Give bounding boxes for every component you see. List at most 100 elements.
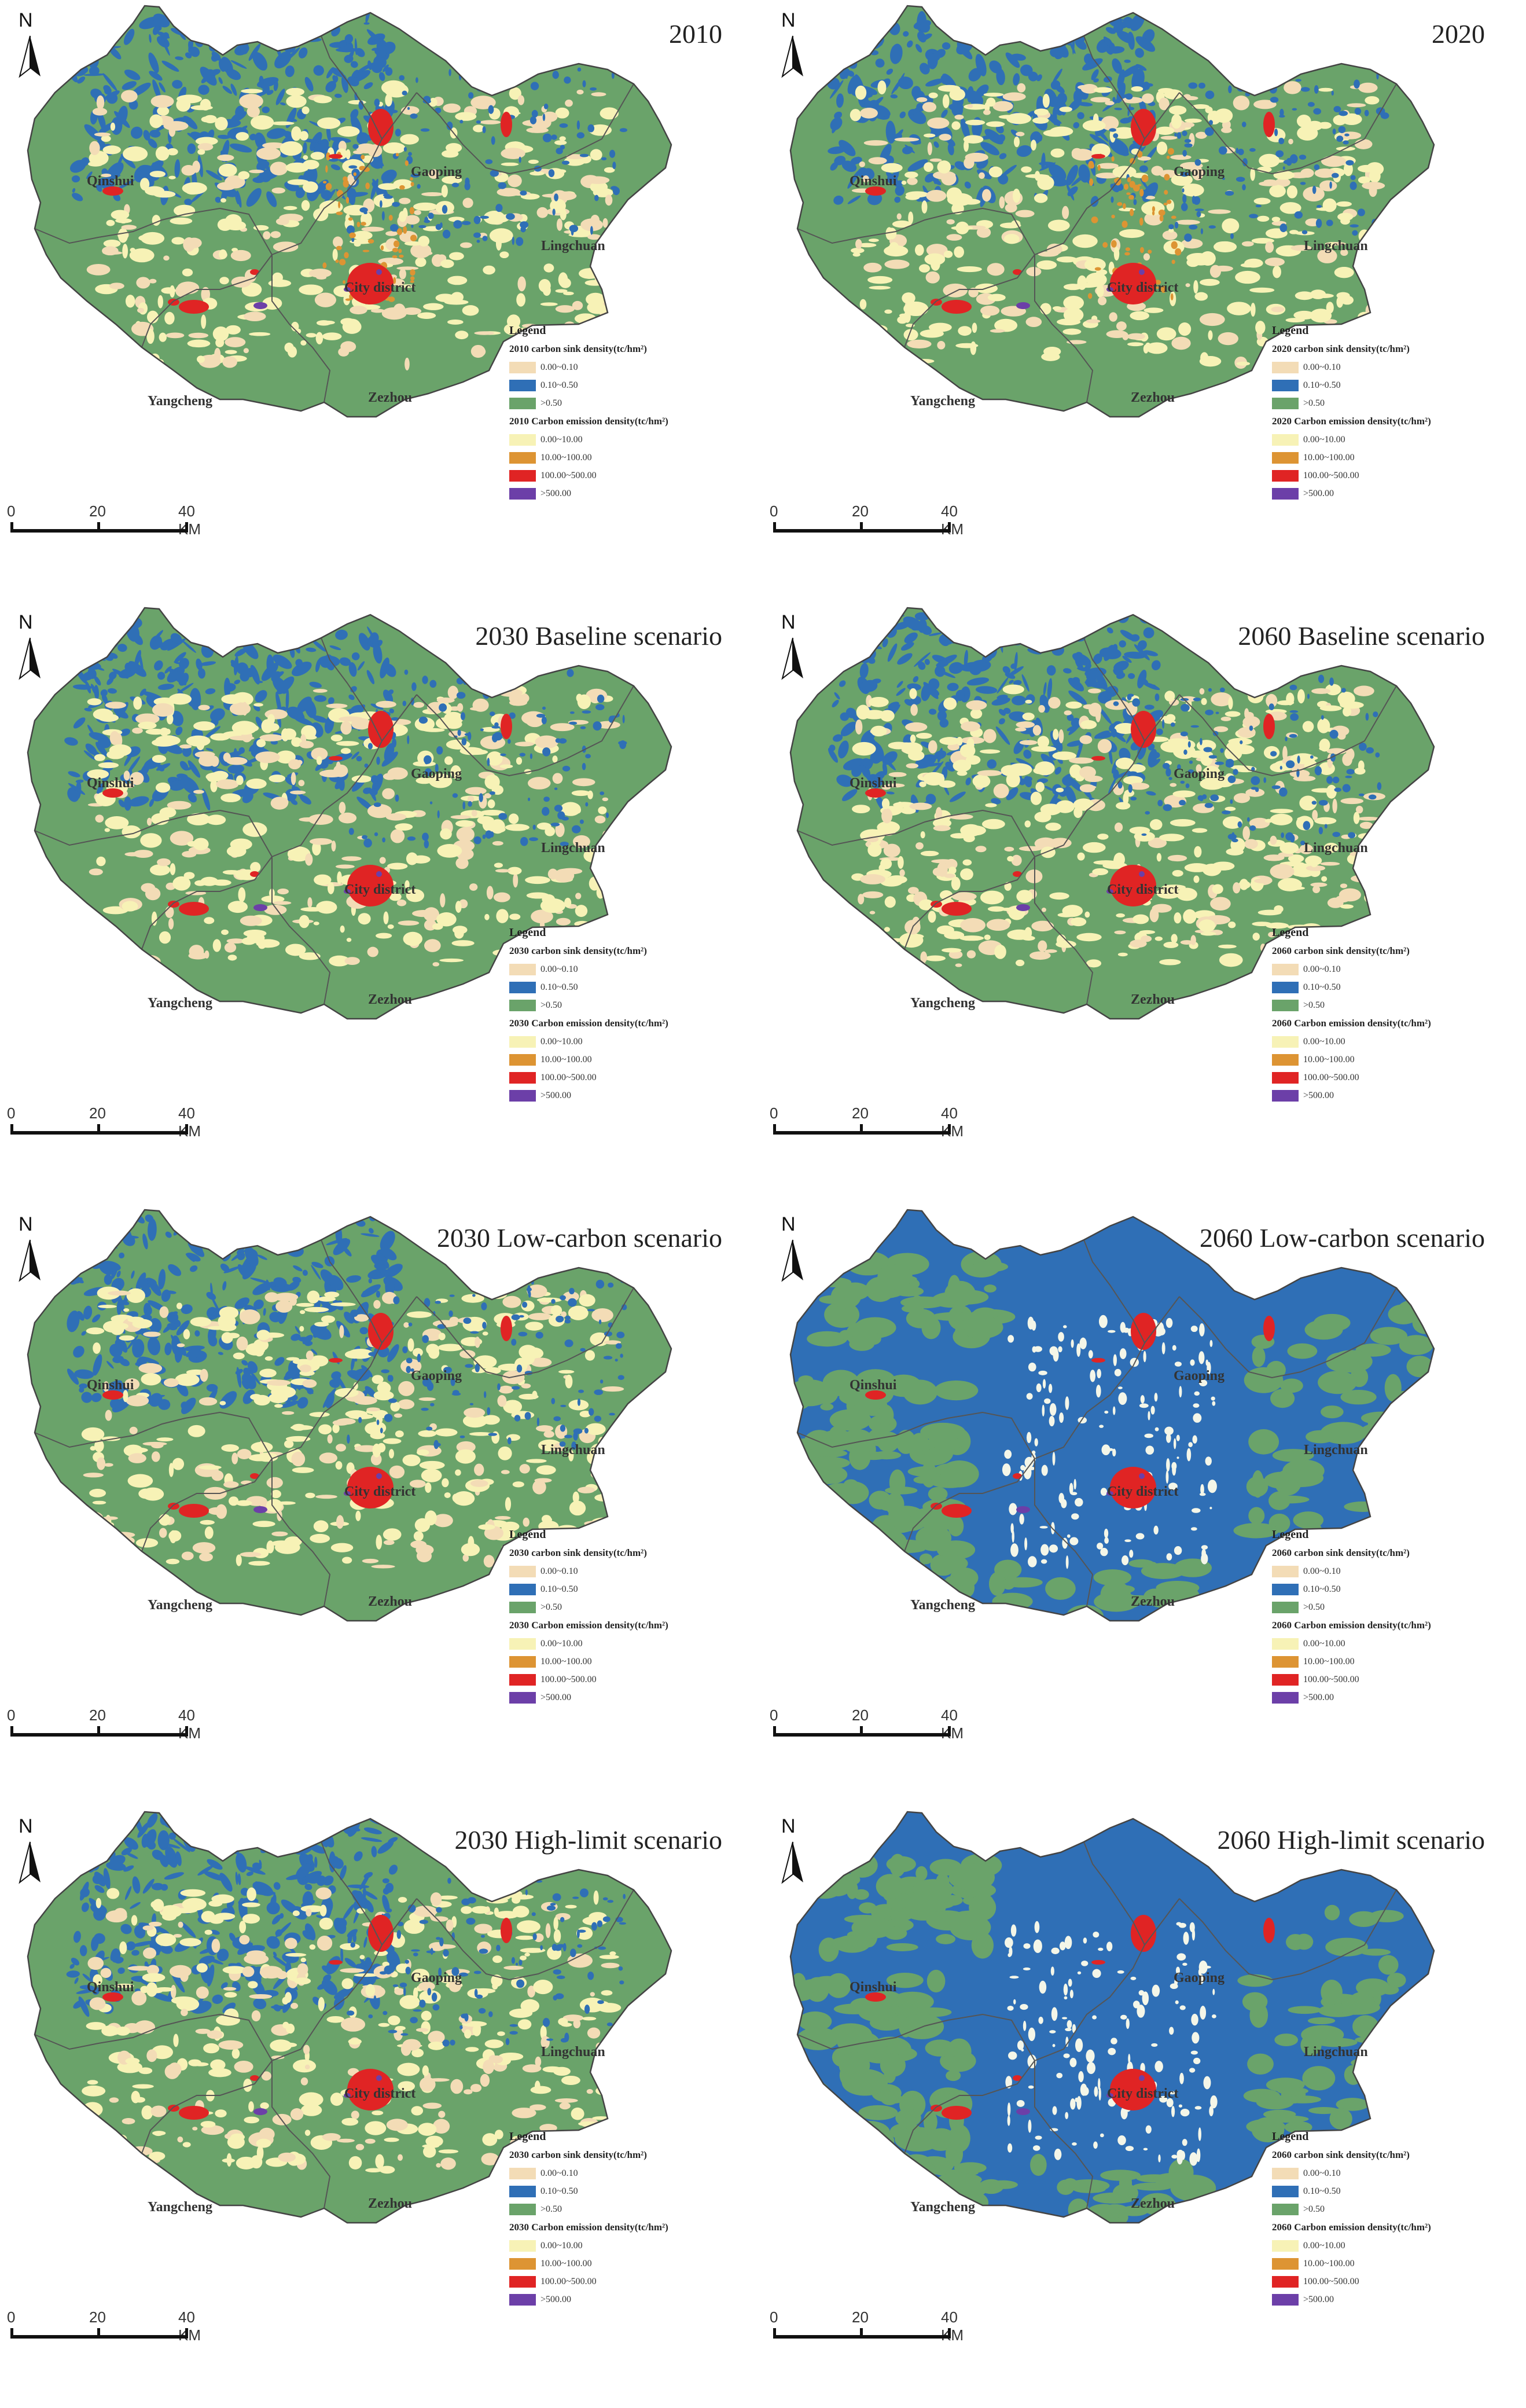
emission-patch xyxy=(478,1524,495,1530)
emission-patch xyxy=(1131,86,1143,91)
emission-patch xyxy=(455,857,468,869)
emission-patch xyxy=(277,889,289,894)
sink-patch xyxy=(384,1414,393,1422)
scale-tick xyxy=(97,1726,100,1737)
sink-patch xyxy=(368,743,373,750)
sink-patch xyxy=(1359,743,1367,751)
scale-tick xyxy=(773,522,776,533)
emission-patch xyxy=(947,219,955,225)
emission-patch xyxy=(1163,203,1167,205)
sink-patch xyxy=(620,1354,623,1358)
sink-patch xyxy=(1184,144,1192,148)
sink-patch xyxy=(1113,702,1119,706)
emission-patch xyxy=(602,798,609,802)
sink-patch xyxy=(251,30,259,38)
emission-patch xyxy=(944,931,964,939)
sink-patch xyxy=(585,802,588,807)
emission-patch xyxy=(1312,886,1320,893)
emission-patch xyxy=(164,312,174,325)
sink-patch xyxy=(65,38,79,60)
sink-patch xyxy=(1126,93,1133,100)
emission-patch xyxy=(1265,819,1274,823)
sink-patch xyxy=(468,92,473,98)
emission-patch xyxy=(432,962,439,966)
sink-patch xyxy=(1236,148,1239,153)
emission-patch xyxy=(492,841,503,846)
emission-patch xyxy=(880,710,895,721)
sink-patch xyxy=(304,1213,317,1229)
legend-item-label: 10.00~100.00 xyxy=(540,453,592,463)
sink-patch xyxy=(402,91,407,96)
emission-patch xyxy=(284,206,297,210)
emission-patch xyxy=(123,1308,129,1312)
emission-patch xyxy=(1072,234,1097,248)
sink-patch xyxy=(1008,1,1025,24)
north-label: N xyxy=(781,611,796,634)
emission-patch xyxy=(1279,842,1299,854)
sink-patch xyxy=(1094,5,1112,22)
legend-item: 0.10~0.50 xyxy=(1272,978,1457,996)
map-legend: Legend 2020 carbon sink density(tc/hm²) … xyxy=(1272,324,1457,502)
legend-item: 0.00~10.00 xyxy=(509,1033,694,1051)
emission-patch xyxy=(411,182,414,186)
emission-patch xyxy=(1157,853,1161,862)
emission-patch xyxy=(417,1550,432,1562)
emission-patch xyxy=(1016,721,1035,728)
sink-patch xyxy=(1060,5,1076,19)
emission-patch xyxy=(1271,306,1284,312)
emission-patch xyxy=(1128,195,1134,200)
emission-patch xyxy=(460,243,472,248)
emission-patch xyxy=(319,770,344,777)
emission-patch xyxy=(1362,182,1385,189)
emission-patch xyxy=(118,228,128,243)
emission-patch xyxy=(1321,156,1346,167)
emission-patch xyxy=(1282,746,1288,761)
legend-item-label: 0.00~0.10 xyxy=(1303,964,1341,975)
emission-patch xyxy=(1160,215,1164,221)
emission-patch xyxy=(1175,248,1181,256)
scale-tick xyxy=(860,522,863,533)
emission-patch xyxy=(967,104,973,108)
emission-patch xyxy=(300,907,325,912)
sink-patch xyxy=(522,1302,527,1308)
emission-patch xyxy=(1086,319,1101,323)
emission-patch xyxy=(518,95,524,105)
emission-patch xyxy=(1158,88,1174,93)
emission-patch xyxy=(87,264,111,276)
emission-patch xyxy=(358,913,371,924)
sink-patch xyxy=(606,813,609,818)
emission-patch xyxy=(497,1395,506,1407)
sink-patch xyxy=(178,611,193,626)
emission-patch xyxy=(1130,311,1149,320)
sink-patch xyxy=(269,615,285,633)
emission-patch xyxy=(977,770,1002,776)
emission-patch xyxy=(1119,229,1145,238)
emission-patch xyxy=(1025,869,1042,883)
legend-swatch xyxy=(509,434,536,446)
sink-patch xyxy=(1130,796,1137,801)
sink-patch xyxy=(980,622,998,633)
emission-patch xyxy=(271,122,295,126)
sink-patch xyxy=(411,682,417,691)
emission-patch xyxy=(1160,136,1177,140)
sink-patch xyxy=(543,796,550,802)
emission-patch xyxy=(1319,746,1328,750)
emission-patch xyxy=(600,271,617,283)
sink-patch xyxy=(1339,111,1348,116)
sink-patch xyxy=(328,1209,341,1224)
emission-patch xyxy=(347,938,351,942)
emission-patch xyxy=(565,100,573,107)
sink-patch xyxy=(460,1436,465,1438)
emission-patch xyxy=(522,1350,535,1365)
sink-patch xyxy=(1175,222,1178,229)
legend-swatch xyxy=(1272,452,1299,464)
sink-patch xyxy=(612,161,616,169)
sink-patch xyxy=(508,1437,512,1444)
emission-patch xyxy=(553,773,563,784)
sink-patch xyxy=(274,626,287,640)
emission-patch xyxy=(572,301,583,310)
sink-patch xyxy=(530,753,532,759)
place-label-zezhou: Zezhou xyxy=(1131,390,1175,406)
sink-patch xyxy=(996,14,1005,23)
emission-patch xyxy=(1032,117,1049,123)
